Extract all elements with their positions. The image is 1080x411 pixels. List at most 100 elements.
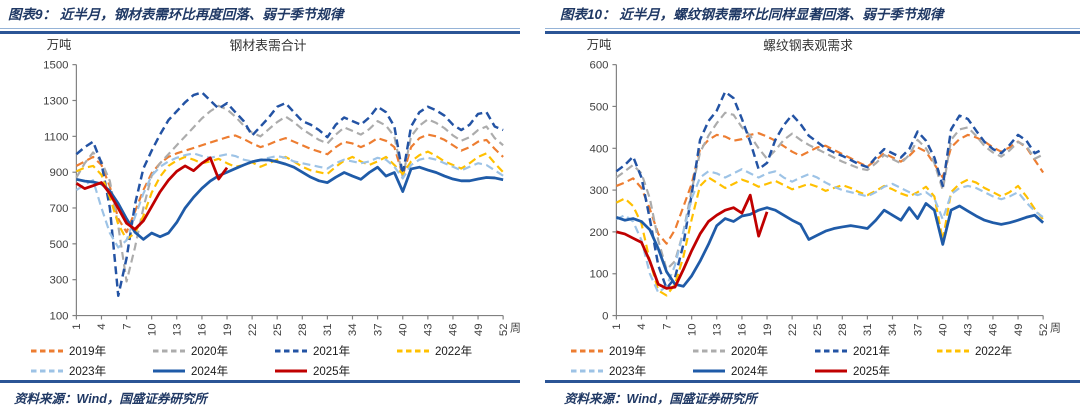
x-axis-tick-label: 49 [473, 323, 485, 336]
header-divider [545, 27, 1080, 35]
x-axis-tick-label: 25 [812, 323, 824, 336]
x-axis-tick-label: 37 [912, 323, 924, 336]
x-axis-tick-label: 49 [1013, 323, 1025, 336]
series-line-2022年 [615, 176, 1044, 297]
legend-swatch [571, 369, 603, 373]
legend-label: 2023年 [609, 365, 647, 378]
y-axis-tick-label: 600 [590, 59, 609, 71]
series-line-2019年 [75, 133, 504, 233]
y-axis-tick-label: 700 [50, 203, 69, 215]
rebar-demand-line-chart: 万吨 螺纹钢表观需求 0 100 200 300 400 500 600 1 4 7 10 13 16 19 2… [587, 37, 1061, 336]
x-axis-tick-label: 10 [146, 323, 158, 336]
legend-item-2023年: 2023年 [570, 363, 692, 379]
x-axis-tick-label: 7 [121, 323, 133, 329]
legend-swatch [275, 369, 307, 373]
chart-legend: 2019年 2020年 2021年 2022年 2023年 2024年 2025年 [0, 341, 540, 381]
x-axis-tick-label: 19 [222, 323, 234, 336]
x-axis-tick-label: 34 [887, 323, 899, 336]
header-divider-thick-line [0, 30, 520, 35]
figure-panel-steel-demand: 图表9： 近半月，钢材表需环比再度回落、弱于季节规律 万吨 钢材表需合计 100 30… [0, 0, 540, 411]
legend-item-2020年: 2020年 [692, 343, 814, 359]
x-axis-tick-label: 34 [347, 323, 359, 336]
y-axis-tick-label: 200 [590, 226, 609, 238]
x-axis-tick-label: 13 [172, 323, 184, 336]
legend-label: 2019年 [609, 345, 647, 358]
header-divider [0, 27, 520, 35]
figure-header: 图表10： 近半月，螺纹钢表需环比同样显著回落、弱于季节规律 [540, 0, 1080, 28]
header-divider-thin-line [545, 27, 1080, 30]
x-axis-tick-label: 25 [272, 323, 284, 336]
y-axis-tick-label: 500 [590, 101, 609, 113]
legend-item-2025年: 2025年 [814, 363, 936, 379]
legend-item-2021年: 2021年 [274, 343, 396, 359]
legend-label: 2020年 [191, 345, 229, 358]
unit-label: 万吨 [587, 37, 612, 51]
legend-label: 2025年 [313, 365, 351, 378]
chart-legend: 2019年 2020年 2021年 2022年 2023年 2024年 2025年 [540, 341, 1080, 381]
x-axis-tick-label: 7 [661, 323, 673, 329]
chart-title: 钢材表需合计 [230, 37, 307, 52]
y-axis-tick-label: 400 [590, 143, 609, 155]
figure-footer: 资料来源：Wind，国盛证券研究所 [540, 380, 1080, 411]
x-axis-tick-label: 19 [762, 323, 774, 336]
legend-label: 2021年 [313, 345, 351, 358]
figure-title: 近半月，螺纹钢表需环比同样显著回落、弱于季节规律 [619, 7, 944, 22]
legend-label: 2022年 [435, 345, 473, 358]
unit-label: 万吨 [47, 37, 72, 51]
figure-label: 图表10： [560, 7, 616, 22]
legend-swatch [815, 349, 847, 353]
figure-title: 近半月，钢材表需环比再度回落、弱于季节规律 [59, 7, 344, 22]
y-axis-tick-label: 100 [50, 310, 69, 322]
y-axis-tick-label: 1100 [44, 131, 68, 143]
x-axis-tick-label: 31 [322, 323, 334, 336]
legend-item-2020年: 2020年 [152, 343, 274, 359]
x-axis-tick-label: 28 [297, 323, 309, 336]
legend-item-2021年: 2021年 [814, 343, 936, 359]
series-line-2020年 [75, 104, 504, 283]
x-axis-tick-label: 43 [963, 323, 975, 336]
legend-item-2022年: 2022年 [936, 343, 1058, 359]
source-note: 资料来源：Wind，国盛证券研究所 [14, 391, 207, 406]
series-line-2024年 [615, 201, 1045, 288]
series-line-2021年 [75, 90, 504, 297]
series-line-2023年 [615, 167, 1044, 294]
y-axis-tick-label: 300 [590, 185, 609, 197]
y-axis-tick-label: 1500 [43, 59, 68, 71]
series-line-2024年 [76, 158, 504, 241]
legend-item-2024年: 2024年 [152, 363, 274, 379]
figure-header: 图表9： 近半月，钢材表需环比再度回落、弱于季节规律 [0, 0, 540, 28]
legend-swatch [275, 349, 307, 353]
y-axis-tick-label: 900 [50, 167, 69, 179]
steel-demand-line-chart: 万吨 钢材表需合计 100 300 500 700 900 1100 1300 1500 1 4 7 10… [43, 37, 521, 336]
legend-swatch [153, 349, 185, 353]
legend-label: 2025年 [853, 365, 891, 378]
chart-title: 螺纹钢表观需求 [763, 37, 853, 52]
series-line-2022年 [75, 150, 504, 241]
source-note: 资料来源：Wind，国盛证券研究所 [564, 391, 757, 406]
x-axis-tick-label: 46 [448, 323, 460, 336]
legend-swatch [815, 369, 847, 373]
x-axis-unit-label: 周 [1050, 321, 1061, 334]
x-axis-tick-label: 37 [372, 323, 384, 336]
x-axis-tick-label: 13 [712, 323, 724, 336]
x-axis-tick-label: 22 [787, 323, 799, 336]
y-axis-tick-label: 300 [50, 274, 69, 286]
x-axis-tick-label: 28 [837, 323, 849, 336]
x-axis-tick-label: 46 [988, 323, 1000, 336]
figure-footer: 资料来源：Wind，国盛证券研究所 [0, 380, 540, 411]
legend-item-2022年: 2022年 [396, 343, 518, 359]
legend-label: 2020年 [731, 345, 769, 358]
legend-label: 2021年 [853, 345, 891, 358]
series-line-2019年 [615, 131, 1045, 245]
legend-label: 2022年 [975, 345, 1013, 358]
y-axis-tick-label: 500 [50, 238, 69, 250]
x-axis-tick-label: 22 [247, 323, 259, 336]
y-axis-tick-label: 1300 [43, 95, 68, 107]
x-axis-tick-label: 40 [938, 323, 950, 336]
x-axis-tick-label: 52 [1038, 323, 1050, 336]
legend-label: 2024年 [731, 365, 769, 378]
x-axis-tick-label: 4 [636, 323, 648, 329]
legend-swatch [31, 349, 63, 353]
legend-swatch [937, 349, 969, 353]
